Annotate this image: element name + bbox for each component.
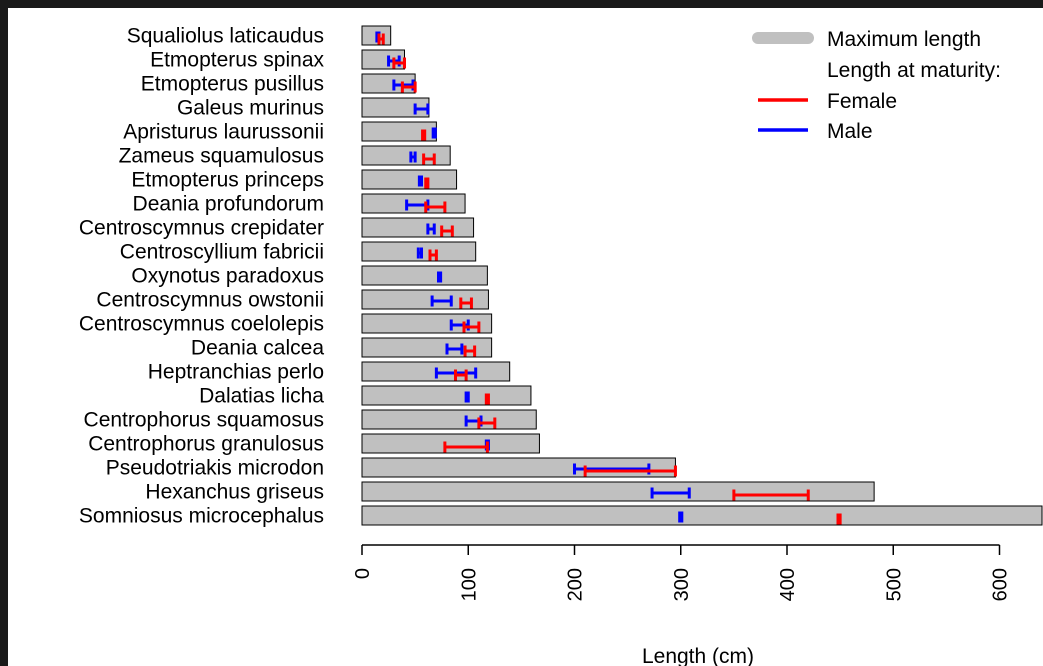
chart-panel: Squaliolus laticaudus Etmopterus spinax Et… [8, 8, 1043, 666]
male-maturity-range [573, 463, 651, 475]
species-label: Etmopterus pusillus [141, 73, 324, 96]
x-tick-label: 400 [777, 568, 799, 601]
species-label: Squaliolus laticaudus [127, 25, 324, 48]
female-maturity-range [463, 345, 477, 357]
x-tick-label: 100 [458, 568, 480, 601]
species-label: Somniosus microcephalus [79, 505, 324, 528]
species-label: Deania calcea [191, 337, 324, 360]
bar-max-length [361, 481, 875, 502]
bar-max-length [361, 505, 1043, 526]
species-label: Oxynotus paradoxus [131, 265, 324, 288]
male-maturity-range [464, 391, 470, 403]
legend-male-label: Male [827, 120, 873, 143]
male-maturity-range [416, 247, 423, 259]
male-maturity-range [413, 103, 430, 115]
bar-max-length [361, 265, 488, 286]
female-maturity-range [454, 369, 468, 381]
female-maturity-range [583, 465, 677, 477]
female-maturity-range [732, 489, 810, 501]
species-label: Centroscymnus crepidater [79, 217, 324, 240]
male-maturity-range [426, 223, 436, 235]
species-label: Dalatias licha [199, 385, 324, 408]
bar-max-length [361, 289, 489, 310]
female-maturity-range [836, 513, 842, 525]
male-maturity-range [431, 127, 437, 139]
species-label: Deania profundorum [133, 193, 324, 216]
male-maturity-range [650, 487, 691, 499]
male-maturity-range [430, 295, 453, 307]
female-maturity-range [440, 225, 454, 237]
species-label: Hexanchus griseus [145, 481, 324, 504]
bar-max-length [361, 145, 451, 166]
male-maturity-range [445, 343, 464, 355]
species-label: Galeus murinus [177, 97, 324, 120]
x-tick-label: 500 [883, 568, 905, 601]
male-maturity-range [409, 151, 417, 163]
x-tick-label: 600 [990, 568, 1012, 601]
legend-female-label: Female [827, 90, 897, 113]
species-label: Etmopterus princeps [131, 169, 324, 192]
bars-group [361, 25, 1043, 526]
legend-heading: Length at maturity: [827, 59, 1001, 82]
female-maturity-range [462, 321, 481, 333]
species-label: Apristurus laurussonii [123, 121, 324, 144]
female-maturity-range [424, 201, 447, 213]
species-label: Pseudotriakis microdon [106, 457, 324, 480]
x-tick-label: 0 [352, 568, 374, 579]
species-label: Etmopterus spinax [150, 49, 324, 72]
species-label: Centroscyllium fabricii [120, 241, 324, 264]
female-maturity-range [424, 177, 430, 189]
x-axis-label: Length (cm) [642, 645, 754, 666]
bar-max-length [361, 169, 458, 190]
female-maturity-range [459, 297, 473, 309]
female-maturity-range [392, 57, 406, 69]
species-label: Heptranchias perlo [148, 361, 324, 384]
female-maturity-range [477, 417, 497, 429]
bar-max-length [361, 385, 532, 406]
bar-max-length [361, 217, 475, 238]
species-label: Centrophorus squamosus [84, 409, 324, 432]
x-tick-label: 300 [671, 568, 693, 601]
maturity-ranges-group [375, 31, 842, 525]
female-maturity-range [421, 129, 427, 141]
legend-bar-label: Maximum length [827, 28, 981, 51]
x-axis: 0 100 200 300 400 500 600 [352, 544, 1012, 601]
female-maturity-range [377, 33, 385, 45]
male-maturity-range [417, 175, 423, 187]
male-maturity-range [437, 271, 443, 283]
species-label: Centrophorus granulosus [88, 433, 324, 456]
bar-max-length [361, 409, 537, 430]
bar-max-length [361, 433, 540, 454]
legend: Maximum length Length at maturity: Femal… [752, 28, 1001, 143]
female-maturity-range [443, 441, 489, 453]
species-label: Zameus squamulosus [119, 145, 324, 168]
female-maturity-range [400, 81, 417, 93]
species-label: Centroscymnus coelolepis [79, 313, 324, 336]
female-maturity-range [422, 153, 436, 165]
bar-max-length [361, 337, 493, 358]
male-maturity-range [678, 511, 684, 523]
bar-max-length [361, 313, 493, 334]
species-label: Centroscymnus owstonii [96, 289, 324, 312]
female-maturity-range [428, 249, 438, 261]
female-maturity-range [484, 393, 490, 405]
x-tick-label: 200 [565, 568, 587, 601]
